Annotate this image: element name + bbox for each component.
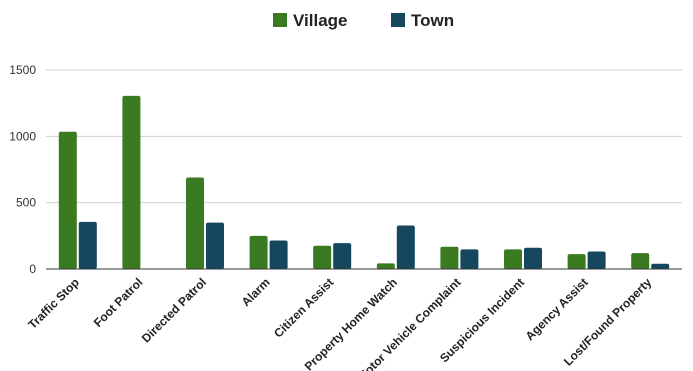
bar-town-citizen-assist <box>333 243 352 269</box>
bar-town-directed-patrol <box>206 222 224 269</box>
x-tick-label: Alarm <box>239 275 273 309</box>
legend: Village Town <box>273 11 454 30</box>
y-axis-ticks: 0 500 1000 1500 <box>9 63 36 276</box>
y-tick-label: 0 <box>29 262 36 276</box>
bar-village-agency-assist <box>567 254 586 269</box>
bars <box>58 95 670 270</box>
bar-village-directed-patrol <box>186 177 204 269</box>
bar-village-property-home-watch <box>376 263 395 269</box>
bar-village-motor-vehicle-complaint <box>440 246 459 269</box>
legend-swatch-town <box>391 13 405 27</box>
gridlines <box>46 69 682 204</box>
x-tick-label: Directed Patrol <box>139 275 209 345</box>
y-tick-label: 1500 <box>9 63 36 77</box>
x-tick-label: Traffic Stop <box>25 275 82 332</box>
x-tick-label: Agency Assist <box>523 275 591 343</box>
bar-village-foot-patrol <box>122 95 141 270</box>
bar-town-agency-assist <box>587 251 606 269</box>
y-tick-label: 1000 <box>9 129 36 143</box>
bar-town-motor-vehicle-complaint <box>460 249 479 269</box>
bar-village-traffic-stop <box>58 131 77 269</box>
x-tick-label: Foot Patrol <box>91 275 146 330</box>
bar-town-property-home-watch <box>396 225 415 269</box>
legend-label-village: Village <box>293 11 348 30</box>
legend-label-town: Town <box>411 11 454 30</box>
bar-town-traffic-stop <box>78 221 97 269</box>
bar-town-suspicious-incident <box>524 247 542 269</box>
bar-village-suspicious-incident <box>504 249 522 269</box>
x-tick-label: Citizen Assist <box>271 275 336 340</box>
bar-village-lost-found-property <box>631 253 650 269</box>
y-tick-label: 500 <box>16 196 36 210</box>
bar-village-citizen-assist <box>313 245 332 269</box>
bar-town-alarm <box>269 240 288 269</box>
bar-town-lost-found-property <box>651 263 670 269</box>
legend-swatch-village <box>273 13 287 27</box>
bar-village-alarm <box>249 235 268 269</box>
